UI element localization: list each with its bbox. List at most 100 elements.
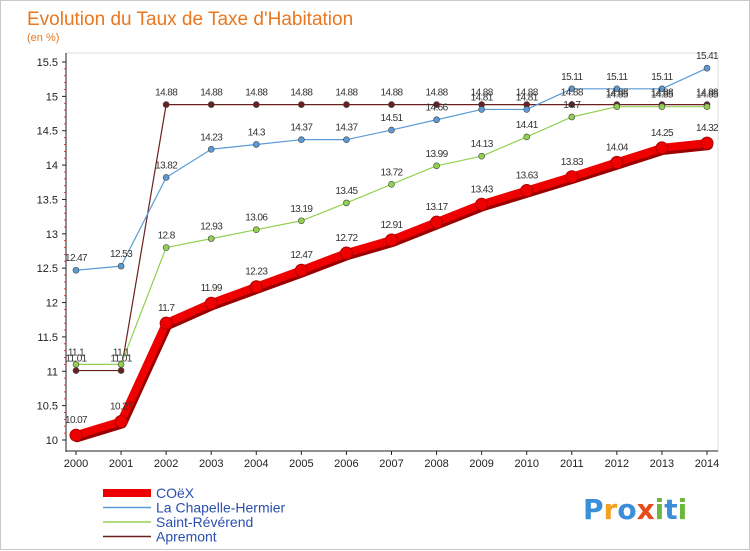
y-tick-label: 15.5 <box>37 57 58 69</box>
data-label: 14.37 <box>335 123 358 134</box>
data-point <box>298 217 305 225</box>
y-tick-label: 10 <box>46 435 58 447</box>
x-tick-label: 2003 <box>199 458 223 470</box>
y-tick-label: 10.5 <box>37 401 58 413</box>
data-label: 14.25 <box>651 128 674 139</box>
data-point <box>117 367 125 374</box>
logo-letter: i <box>678 493 688 526</box>
data-label: 14.81 <box>516 92 539 103</box>
data-point <box>568 101 576 108</box>
data-label: 12.93 <box>200 222 223 233</box>
legend-label: COëX <box>156 485 195 501</box>
data-point <box>610 155 624 169</box>
data-point <box>117 361 125 368</box>
data-label: 12.47 <box>290 250 313 261</box>
data-label: 15.11 <box>561 72 583 83</box>
data-point <box>207 145 215 153</box>
data-point <box>565 170 579 184</box>
x-tick-label: 2009 <box>469 458 493 470</box>
data-point <box>162 101 170 108</box>
data-point <box>478 106 485 113</box>
data-label: 14.88 <box>335 88 358 99</box>
data-label: 14.88 <box>155 88 178 99</box>
y-tick-label: 13.5 <box>37 194 58 206</box>
data-point <box>703 103 711 110</box>
data-label: 13.83 <box>561 157 584 168</box>
data-label: 14.7 <box>563 100 581 111</box>
data-point <box>478 152 485 160</box>
data-label: 14.88 <box>290 88 313 99</box>
data-labels: 11.01 11.01 14.88 14.88 14.88 14.88 14.88 14.88… <box>65 51 720 426</box>
data-label: 14.81 <box>471 92 494 103</box>
data-label: 13.45 <box>335 186 358 197</box>
data-label: 14.41 <box>516 120 539 131</box>
x-tick-label: 2007 <box>379 458 403 470</box>
data-label: 13.72 <box>380 167 403 178</box>
data-label: 14.88 <box>696 88 719 99</box>
data-point <box>343 101 350 108</box>
data-label: 12.23 <box>245 267 268 278</box>
data-label: 11.7 <box>158 303 175 314</box>
data-point <box>114 414 128 428</box>
data-label: 14.88 <box>606 88 629 99</box>
data-point <box>703 64 711 72</box>
data-label: 13.17 <box>426 202 449 213</box>
logo-letter: t <box>664 493 677 526</box>
legend-label: Apremont <box>156 529 217 545</box>
data-label: 12.72 <box>335 233 358 244</box>
data-label: 12.53 <box>110 249 133 260</box>
data-label: 14.88 <box>200 88 223 99</box>
data-label: 14.88 <box>426 88 449 99</box>
data-point <box>294 263 308 277</box>
data-label: 11.01 <box>110 354 132 365</box>
logo-letter: x <box>637 493 655 526</box>
data-point <box>252 101 260 108</box>
y-tick-label: 13 <box>46 229 58 241</box>
legend-label: La Chapelle-Hermier <box>156 500 286 516</box>
data-label: 14.37 <box>290 123 313 134</box>
data-point <box>388 126 395 134</box>
data-label: 11.1 <box>113 347 130 358</box>
data-label: 14.3 <box>248 127 266 138</box>
x-tick-label: 2005 <box>289 458 313 470</box>
data-label: 14.85 <box>606 90 629 101</box>
data-label: 11.99 <box>201 283 223 294</box>
data-label: 14.66 <box>426 103 449 114</box>
logo-letter: o <box>617 493 636 526</box>
proxiti-logo: Proxiti <box>583 493 687 526</box>
y-tick-label: 14 <box>46 160 58 172</box>
x-tick-label: 2001 <box>109 458 133 470</box>
data-point <box>520 184 534 198</box>
data-point <box>252 141 260 148</box>
y-tick-label: 11 <box>47 366 58 378</box>
data-point <box>568 85 576 93</box>
data-point <box>613 85 621 93</box>
data-label: 14.88 <box>561 88 584 99</box>
data-point <box>298 136 305 143</box>
data-point <box>69 428 83 442</box>
data-label: 11.1 <box>68 347 85 358</box>
data-label: 14.85 <box>696 90 719 101</box>
data-label: 13.19 <box>290 204 313 215</box>
x-tick-label: 2010 <box>514 458 538 470</box>
data-point <box>117 262 125 270</box>
logo-letter: i <box>655 493 665 526</box>
data-point <box>72 361 80 368</box>
data-label: 14.88 <box>516 88 539 99</box>
y-tick-label: 11.5 <box>37 332 58 344</box>
data-label: 14.88 <box>651 88 674 99</box>
series-layer <box>69 64 714 443</box>
data-point <box>613 103 621 110</box>
data-point <box>475 197 489 211</box>
data-label: 14.88 <box>471 88 494 99</box>
series-shadow <box>72 140 713 443</box>
logo-letter: P <box>583 493 604 526</box>
data-point <box>388 181 395 188</box>
data-point <box>249 280 263 294</box>
data-label: 13.06 <box>245 213 268 224</box>
data-point <box>207 101 215 108</box>
x-tick-label: 2012 <box>605 458 629 470</box>
y-tick-label: 12.5 <box>37 263 58 275</box>
